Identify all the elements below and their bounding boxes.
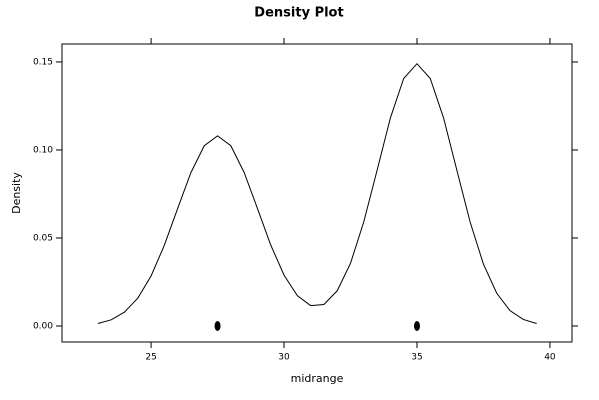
- y-tick-label: 0.05: [33, 233, 53, 243]
- x-tick-label: 30: [278, 353, 290, 363]
- y-tick-label: 0.10: [33, 145, 53, 155]
- y-tick-label: 0.00: [33, 321, 53, 331]
- x-tick-label: 40: [544, 353, 556, 363]
- x-axis-title: midrange: [291, 372, 344, 385]
- data-point: [214, 320, 221, 331]
- chart-title: Density Plot: [254, 6, 343, 21]
- y-tick-label: 0.15: [33, 57, 53, 67]
- density-line: [97, 62, 537, 324]
- x-tick-label: 35: [411, 353, 422, 363]
- plot-frame: [61, 43, 573, 343]
- data-point: [413, 320, 420, 331]
- x-tick-label: 25: [145, 353, 156, 363]
- y-axis-title: Density: [10, 172, 23, 214]
